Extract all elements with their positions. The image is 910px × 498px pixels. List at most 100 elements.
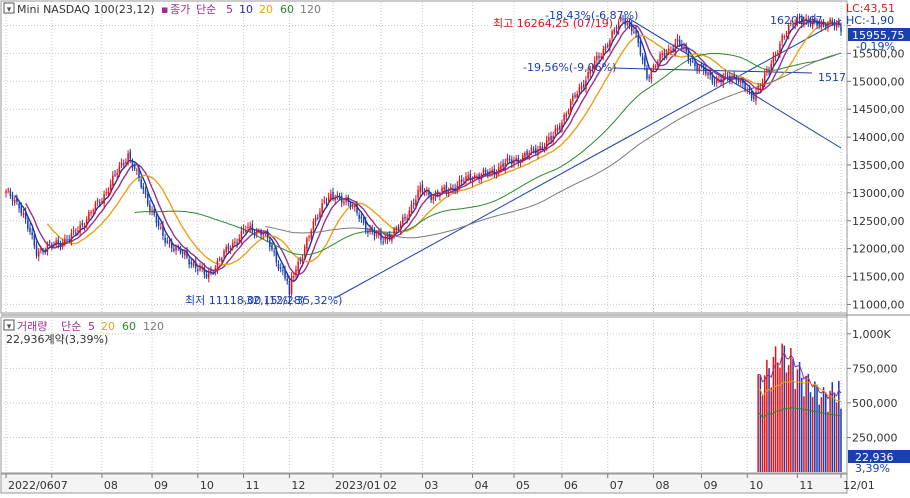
candle-body [227,245,230,250]
candle-body [774,54,777,57]
candle-body [726,75,729,78]
candle-body [687,51,690,61]
candle-body [388,233,391,239]
candle-body [460,179,463,182]
price-annotations: 최고 16264,25 (07/19) 최저 11118,00 (12/28) … [185,2,910,307]
candle-body [378,233,380,236]
candle-body [469,173,472,181]
candle-body [186,250,188,258]
candle-body [175,246,177,251]
candle-body [528,152,530,158]
candle-body [79,224,81,233]
volume-bar [787,365,790,472]
candle-body [61,242,64,248]
candle-body [360,216,363,219]
candle-body [133,165,136,169]
candle-body [415,199,417,207]
candle-body [624,18,626,25]
candle-body [238,238,241,243]
volume-bar [820,397,823,472]
candle-body [144,190,147,195]
price-tick-label: 14500,00 [852,103,905,116]
candle-body [822,21,825,25]
legend-toggle-box[interactable] [3,2,15,14]
price-tick-label: 11000,00 [852,298,905,311]
candle-body [364,220,367,231]
time-tick-label: 06 [564,479,578,492]
candle-body [27,220,29,229]
candle-body [85,219,88,226]
candle-body [207,271,210,279]
candle-body [521,155,524,161]
candle-body [552,135,554,142]
lc-label: LC:43,51 [846,2,895,15]
candle-body [323,200,326,202]
candle-body [574,95,576,97]
candle-body [715,79,718,83]
candle-body [685,46,687,52]
candle-body [661,53,663,55]
legend-ma20: 20 [259,3,273,16]
uptrend-line[interactable] [334,19,842,299]
volume-bar [827,411,829,472]
price-tick-label: 12500,00 [852,215,905,228]
candle-body [7,189,9,191]
legend-price-type: 종가 [170,3,190,16]
candle-body [103,194,105,204]
candle-body [299,259,302,261]
candle-body [558,125,561,129]
candle-body [114,174,116,176]
candle-body [541,146,544,149]
volume-bars [757,343,842,472]
candle-body [491,170,493,173]
candle-body [11,194,14,202]
candle-body [264,232,267,234]
candle-body [343,201,345,204]
candle-body [447,191,450,194]
volume-bar [800,377,803,472]
candle-body [696,64,698,70]
candle-body [179,247,182,253]
candle-body [308,236,310,238]
candle-body [90,212,92,214]
candle-body [637,35,640,44]
hc-label: HC:-1,90 [846,14,894,27]
candle-body [55,240,57,246]
candle-body [572,95,574,101]
candle-body [511,159,513,164]
price-legend: ▾ Mini NASDAQ 100(23,12) ▪ 종가 단순 5 10 20… [3,2,321,16]
candle-body [545,140,548,147]
volume-title: 거래량 [17,320,47,333]
candle-body [683,46,685,49]
candle-body [347,196,350,203]
volume-bar [807,373,810,472]
price-tick-label: 15500,00 [852,47,905,60]
volume-bar [785,372,788,472]
candle-body [646,68,648,79]
candle-body [297,261,299,271]
candle-body [155,216,158,224]
candle-body [711,75,714,83]
candle-body [532,149,535,151]
candle-body [824,24,827,28]
volume-legend-toggle-box[interactable] [3,319,15,331]
channel-upper-line[interactable] [627,17,842,149]
candle-body [423,192,426,194]
candle-body [286,278,289,281]
trend-value-label: 16202,67 [770,14,823,27]
candle-body [672,48,674,51]
candle-body [170,241,173,249]
candle-body [375,234,378,236]
volume-legend: ▾ 거래량 단순 5 20 60 120 22,936계약(3,39%) 22,… [3,319,910,475]
volume-bar [777,362,779,472]
candle-body [735,77,738,81]
candle-body [454,187,456,191]
candle-body [493,168,496,175]
candle-body [129,151,132,159]
candle-body [201,267,203,269]
candle-body [792,24,794,26]
candle-body [800,18,803,24]
candle-body [504,163,507,169]
